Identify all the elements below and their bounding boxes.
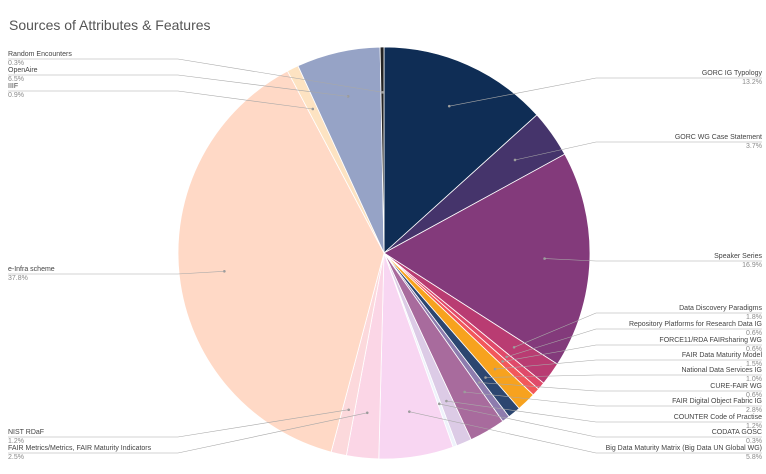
slice-value-gorc-wg-case-statement: 3.7% — [746, 143, 762, 150]
leader-line-fair-digital-object-fabric-ig — [463, 390, 762, 407]
slice-value-openaire: 6.5% — [8, 76, 24, 83]
slice-value-fair-digital-object-fabric-ig: 2.8% — [746, 407, 762, 414]
leader-line-big-data-maturity-matrix-big-data-un-global-wg — [408, 410, 762, 454]
leader-line-nist-rdaf — [8, 408, 350, 438]
slice-label-national-data-services-ig: National Data Services IG — [681, 367, 762, 374]
slice-value-force11-rda-fairsharing-wg: 0.6% — [746, 346, 762, 353]
slice-label-nist-rdaf: NIST RDaF — [8, 429, 44, 436]
slice-label-force11-rda-fairsharing-wg: FORCE11/RDA FAIRsharing WG — [659, 337, 762, 344]
slice-label-counter-code-of-practise: COUNTER Code of Practise — [674, 414, 762, 421]
slice-label-data-discovery-paradigms: Data Discovery Paradigms — [679, 305, 762, 312]
slice-label-speaker-series: Speaker Series — [714, 253, 762, 260]
leader-line-random-encounters — [8, 58, 384, 94]
pie-slice-speaker-series[interactable] — [383, 153, 591, 365]
slice-value-repository-platforms-for-research-data-ig: 0.6% — [746, 330, 762, 337]
slice-label-gorc-wg-case-statement: GORC WG Case Statement — [675, 134, 762, 141]
slice-value-codata-gosc: 0.3% — [746, 438, 762, 445]
slice-value-big-data-maturity-matrix-big-data-un-global-wg: 5.8% — [746, 454, 762, 461]
leader-line-gorc-wg-case-statement — [513, 141, 762, 162]
slice-label-fair-metrics-metrics-fair-maturity-indicators: FAIR Metrics/Metrics, FAIR Maturity Indi… — [8, 445, 152, 452]
pie-slice-random-encounters[interactable] — [379, 46, 385, 254]
leader-line-e-infra-scheme — [8, 269, 226, 275]
slice-label-repository-platforms-for-research-data-ig: Repository Platforms for Research Data I… — [629, 321, 762, 328]
slice-label-gorc-ig-typology: GORC IG Typology — [702, 70, 763, 77]
slice-label-codata-gosc: CODATA GOSC — [712, 429, 762, 436]
leader-line-fair-metrics-metrics-fair-maturity-indicators — [8, 411, 369, 454]
slice-value-national-data-services-ig: 1.0% — [746, 376, 762, 383]
slice-value-speaker-series: 16.9% — [742, 262, 762, 269]
slice-label-openaire: OpenAire — [8, 67, 38, 74]
leader-line-codata-gosc — [438, 402, 762, 438]
slice-label-random-encounters: Random Encounters — [8, 51, 72, 58]
leader-line-speaker-series — [543, 257, 762, 262]
slice-value-random-encounters: 0.3% — [8, 60, 24, 67]
leader-line-iiif — [8, 90, 315, 111]
leader-line-force11-rda-fairsharing-wg — [501, 344, 762, 363]
pie-slice-gorc-ig-typology[interactable] — [383, 46, 538, 254]
slice-label-e-infra-scheme: e-Infra scheme — [8, 266, 55, 273]
leader-line-data-discovery-paradigms — [512, 312, 762, 349]
slice-label-fair-digital-object-fabric-ig: FAIR Digital Object Fabric IG — [672, 398, 762, 405]
slice-label-big-data-maturity-matrix-big-data-un-global-wg: Big Data Maturity Matrix (Big Data UN Gl… — [606, 445, 762, 452]
leader-line-cure-fair-wg — [477, 381, 762, 392]
slice-value-nist-rdaf: 1.2% — [8, 438, 24, 445]
slice-label-fair-data-maturity-model: FAIR Data Maturity Model — [682, 352, 763, 359]
leader-line-national-data-services-ig — [484, 374, 762, 379]
slice-value-iiif: 0.9% — [8, 92, 24, 99]
leader-line-openaire — [8, 74, 350, 98]
slice-value-fair-data-maturity-model: 1.5% — [746, 361, 762, 368]
slice-value-e-infra-scheme: 37.8% — [8, 275, 28, 282]
slice-value-counter-code-of-practise: 1.2% — [746, 423, 762, 430]
slice-value-cure-fair-wg: 0.6% — [746, 392, 762, 399]
slice-label-iiif: IIIF — [8, 83, 18, 90]
leader-line-gorc-ig-typology — [447, 77, 762, 108]
slice-value-fair-metrics-metrics-fair-maturity-indicators: 2.5% — [8, 454, 24, 461]
chart-title: Sources of Attributes & Features — [9, 17, 211, 33]
slice-label-cure-fair-wg: CURE-FAIR WG — [710, 383, 762, 390]
pie-slice-e-infra-scheme[interactable] — [177, 70, 385, 453]
slice-value-gorc-ig-typology: 13.2% — [742, 79, 762, 86]
leader-line-repository-platforms-for-research-data-ig — [505, 328, 762, 359]
leader-line-counter-code-of-practise — [445, 399, 762, 423]
leader-line-fair-data-maturity-model — [493, 359, 762, 371]
slice-value-data-discovery-paradigms: 1.8% — [746, 314, 762, 321]
